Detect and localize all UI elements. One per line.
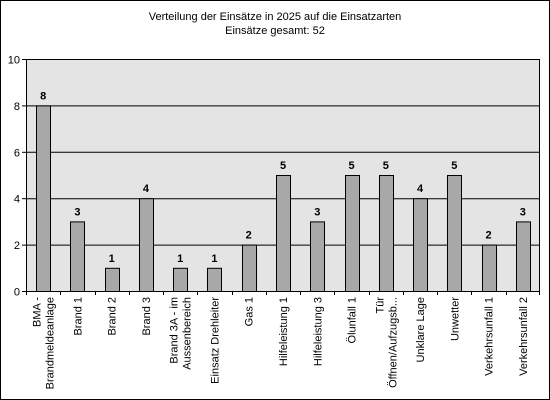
chart-title: Verteilung der Einsätze in 2025 auf die … (148, 11, 402, 23)
bar (105, 267, 120, 292)
x-category-label-line: Verkehrsunfall 1 (484, 297, 496, 376)
y-tick-label: 8 (14, 101, 20, 113)
x-category-label-line: Brand 1 (72, 297, 84, 336)
bar (379, 175, 394, 292)
x-category-label: Unklare Lage (415, 297, 427, 362)
x-category-label: BMA -Brandmeldeanlage (32, 297, 57, 390)
bar (36, 105, 51, 293)
x-category-label-line: Verkehrsunfall 2 (518, 297, 530, 376)
data-label: 8 (40, 90, 46, 102)
bar (70, 221, 85, 292)
x-category-label: Hilfeleistung 3 (312, 297, 324, 366)
chart-title-block: Verteilung der Einsätze in 2025 auf die … (0, 10, 550, 38)
x-category-label: Brand 3 (141, 297, 153, 336)
x-category-label-line: Hilfeleistung 1 (278, 297, 290, 366)
bar (173, 267, 188, 292)
bar (310, 221, 325, 292)
x-category-label: Brand 3A - imAussenbereich (169, 297, 194, 370)
data-label: 2 (486, 230, 492, 242)
x-axis: BMA -Brandmeldeanlage Brand 1 Brand 2 Brand… (26, 291, 540, 389)
bar (413, 198, 428, 292)
x-category-label: Ölunfall 1 (347, 297, 359, 343)
bars (36, 105, 531, 293)
x-category-label: Verkehrsunfall 1 (484, 297, 496, 376)
x-category-label: Einsatz Drehleiter (209, 297, 221, 384)
x-category-label-line: Einsatz Drehleiter (209, 297, 221, 384)
data-label: 3 (520, 206, 526, 218)
bar (482, 244, 497, 293)
chart-subtitle: Einsätze gesamt: 52 (225, 25, 325, 37)
x-category-label: TürÖffnen/Aufzugsb... (374, 297, 399, 388)
y-tick-label: 0 (14, 287, 20, 299)
x-category-label: Verkehrsunfall 2 (518, 297, 530, 376)
bar (139, 198, 154, 292)
data-label: 5 (280, 160, 286, 172)
x-category-label-line: Tür (374, 297, 386, 314)
data-label: 1 (211, 253, 217, 265)
y-tick-label: 2 (14, 240, 20, 252)
x-category-label: Unwetter (449, 297, 461, 341)
x-category-label: Hilfeleistung 1 (278, 297, 290, 366)
x-category-label-line: Gas 1 (244, 297, 256, 326)
x-category-label-line: Ölunfall 1 (347, 297, 359, 343)
bar (447, 175, 462, 292)
data-label: 5 (348, 160, 354, 172)
data-label: 5 (451, 160, 457, 172)
x-category-label-line: Brandmeldeanlage (45, 297, 57, 389)
x-category-label-line: Brand 3 (141, 297, 153, 336)
data-label: 4 (143, 183, 150, 195)
data-labels: 8 3 1 4 1 1 2 5 3 5 5 4 5 2 3 (40, 90, 526, 264)
data-label: 1 (109, 253, 115, 265)
y-tick-label: 4 (14, 194, 20, 206)
x-category-label-line: Aussenbereich (182, 297, 194, 370)
x-category-label-line: Unklare Lage (415, 297, 427, 362)
x-category-label-line: Brand 2 (107, 297, 119, 336)
x-category-label-line: Hilfeleistung 3 (312, 297, 324, 366)
data-label: 3 (314, 206, 320, 218)
bar (345, 175, 360, 292)
y-tick-label: 10 (8, 55, 20, 67)
x-category-label: Brand 2 (107, 297, 119, 336)
data-label: 5 (383, 160, 389, 172)
data-label: 1 (177, 253, 183, 265)
x-category-label: Brand 1 (72, 297, 84, 336)
bar (207, 267, 222, 292)
bar (276, 175, 291, 292)
x-category-label-line: BMA - (32, 297, 44, 327)
data-label: 2 (246, 230, 252, 242)
data-label: 4 (417, 183, 424, 195)
data-label: 3 (74, 206, 80, 218)
x-category-label-line: Unwetter (449, 297, 461, 341)
bar (242, 244, 257, 293)
x-category-label-line: Brand 3A - im (169, 297, 181, 364)
y-tick-label: 6 (14, 147, 20, 159)
x-category-label-line: Öffnen/Aufzugsb... (387, 297, 399, 388)
x-category-label: Gas 1 (244, 297, 256, 326)
bar (516, 221, 531, 292)
